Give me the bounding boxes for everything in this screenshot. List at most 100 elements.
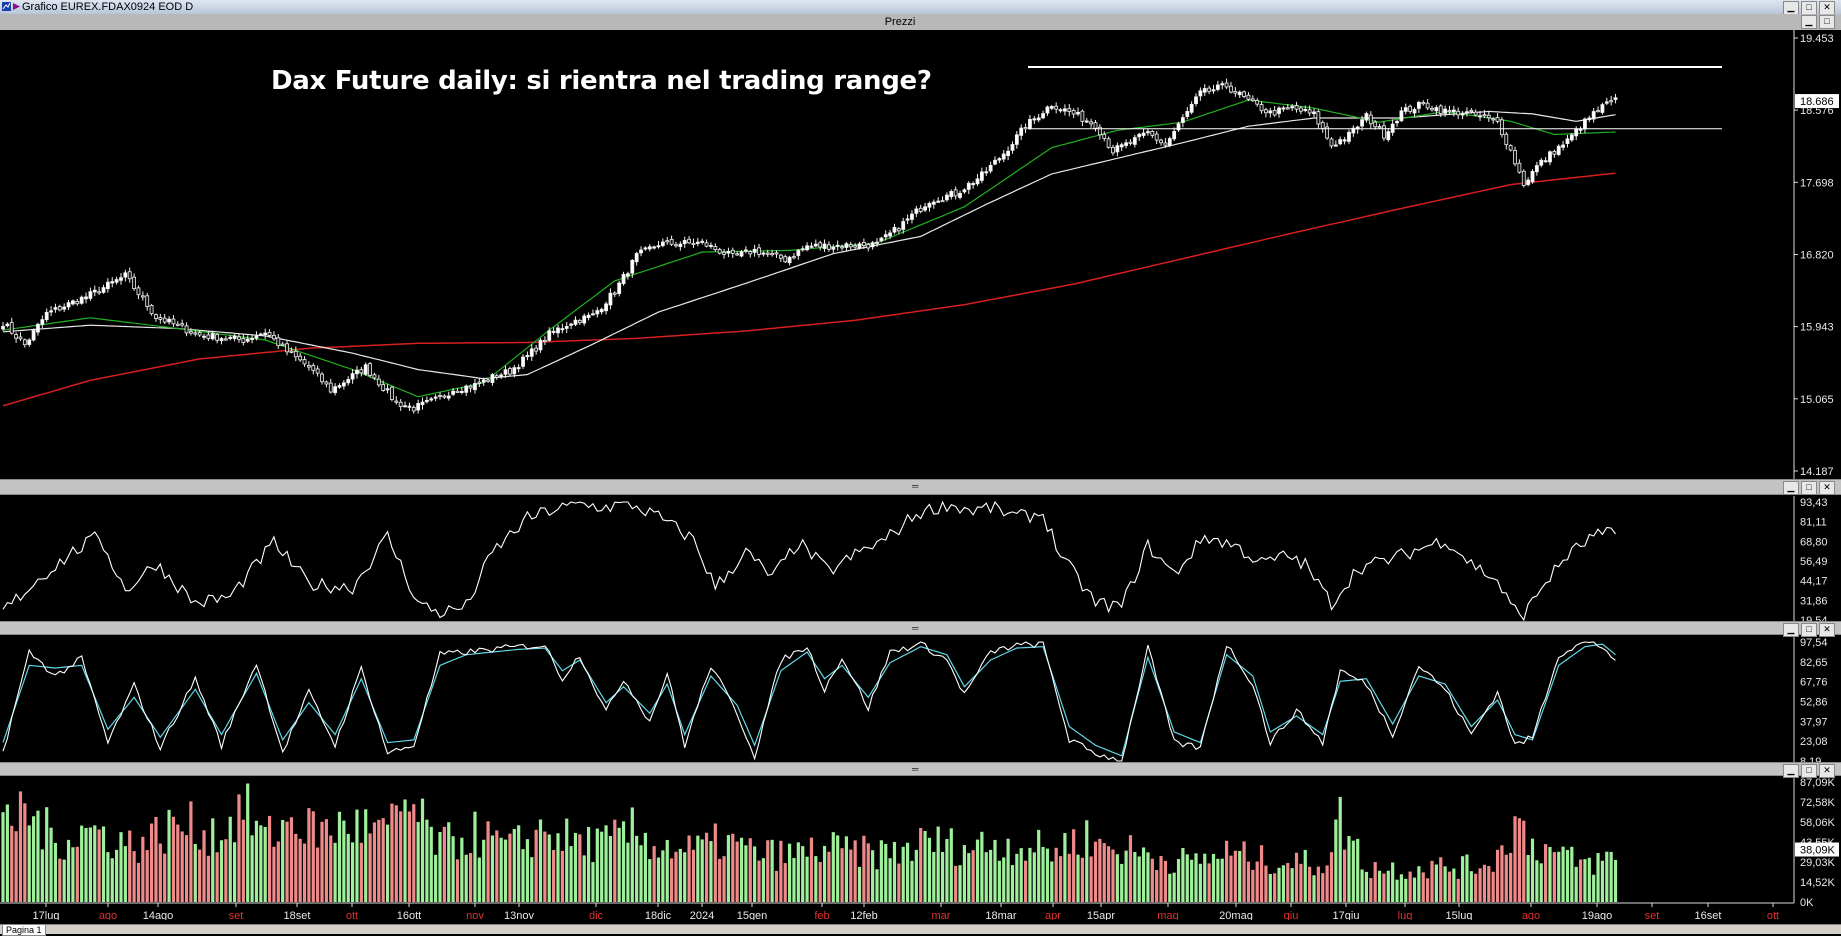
stoch-close-button[interactable]: ✕ <box>1819 623 1835 637</box>
volume-bar <box>1364 871 1369 902</box>
volume-bar <box>1474 873 1478 902</box>
volume-bar <box>263 826 267 902</box>
pane-separator-rsi[interactable]: ═ ▁ □ ✕ <box>0 479 1841 495</box>
volume-maximize-button[interactable]: □ <box>1801 764 1817 778</box>
candle <box>752 244 757 257</box>
volume-bar <box>525 839 529 902</box>
candle <box>1495 113 1500 124</box>
candle-body <box>827 244 831 250</box>
window-titlebar: Grafico EUREX.FDAX0924 EOD D ▁ □ ✕ <box>0 0 1841 15</box>
candle <box>1019 124 1024 141</box>
volume-bar <box>1351 840 1355 902</box>
candle <box>630 259 635 278</box>
candle-body <box>560 328 565 331</box>
candle-body <box>787 256 792 264</box>
volume-bar <box>1570 846 1574 902</box>
candle-body <box>918 207 923 212</box>
date-tick-label: ott <box>346 910 358 920</box>
volume-bar <box>1605 851 1609 902</box>
volume-bar <box>993 839 997 902</box>
candle-body <box>1338 139 1343 145</box>
stoch-maximize-button[interactable]: □ <box>1801 623 1817 637</box>
pane-minimize-button[interactable]: ▁ <box>1801 15 1817 29</box>
volume-bar <box>228 816 232 902</box>
candle-body <box>892 227 897 233</box>
volume-bar <box>1246 861 1251 902</box>
candle <box>595 307 600 318</box>
pane-maximize-button[interactable]: □ <box>1819 15 1835 29</box>
candle-body <box>945 194 949 201</box>
volume-bar <box>683 852 687 902</box>
candle <box>704 239 709 248</box>
volume-bar <box>1491 871 1495 902</box>
volume-bar <box>1015 853 1019 902</box>
minimize-button[interactable]: ▁ <box>1783 1 1799 15</box>
candle <box>223 335 228 341</box>
candle <box>604 301 608 315</box>
candle-body <box>189 331 193 334</box>
candle-body <box>202 335 206 338</box>
candle <box>573 316 578 327</box>
candle <box>145 292 150 311</box>
candle-body <box>22 339 27 346</box>
candle-body <box>569 323 573 326</box>
volume-bar <box>1050 861 1054 902</box>
candle-body <box>341 382 346 387</box>
volume-bar <box>346 833 350 902</box>
candle <box>254 331 259 341</box>
volume-bar <box>53 842 58 902</box>
date-tick-label: 15apr <box>1087 910 1115 920</box>
volume-minimize-button[interactable]: ▁ <box>1783 764 1799 778</box>
date-tick-label: 19ago <box>1582 910 1613 920</box>
candle <box>1041 110 1045 120</box>
candle <box>468 384 473 393</box>
candle-body <box>656 245 661 248</box>
volume-bar <box>1460 856 1465 902</box>
rsi-minimize-button[interactable]: ▁ <box>1783 481 1799 495</box>
rsi-maximize-button[interactable]: □ <box>1801 481 1817 495</box>
candle-body <box>1556 145 1561 155</box>
volume-bar <box>604 825 608 902</box>
candle <box>1425 99 1430 111</box>
candle <box>1102 131 1107 142</box>
volume-bar <box>372 822 377 902</box>
volume-bar <box>1342 849 1347 902</box>
candle <box>473 378 477 394</box>
volume-bar <box>88 827 92 902</box>
volume-bar <box>482 839 486 902</box>
volume-bar <box>844 836 849 902</box>
volume-bar <box>621 821 626 902</box>
nav-arrow-icon[interactable] <box>12 2 21 11</box>
candle <box>311 363 316 375</box>
close-button[interactable]: ✕ <box>1819 1 1835 15</box>
pane-separator-stoch[interactable]: ═ ▁ □ ✕ <box>0 621 1841 637</box>
stoch-minimize-button[interactable]: ▁ <box>1783 623 1799 637</box>
candle <box>1508 144 1513 152</box>
candle <box>250 334 254 344</box>
page-tab[interactable]: Pagina 1 <box>2 924 46 936</box>
candle-body <box>1006 150 1010 156</box>
volume-bar <box>259 825 263 902</box>
candle <box>1176 121 1181 133</box>
candle-body <box>883 234 888 238</box>
volume-tick-label: 72,58K <box>1800 797 1836 809</box>
candle-body <box>451 390 456 395</box>
candle-body <box>1215 84 1220 90</box>
candle <box>508 366 512 377</box>
volume-bar <box>49 827 53 902</box>
candle-body <box>984 171 989 174</box>
candle <box>1281 105 1286 112</box>
candle-body <box>1591 111 1596 120</box>
candle <box>577 318 582 325</box>
pane-separator-volume[interactable]: ═ ▁ □ ✕ <box>0 762 1841 778</box>
candle-body <box>337 385 342 388</box>
volume-tick-label: 0K <box>1800 897 1814 909</box>
rsi-close-button[interactable]: ✕ <box>1819 481 1835 495</box>
volume-close-button[interactable]: ✕ <box>1819 764 1835 778</box>
candle-body <box>477 381 482 384</box>
candle <box>1233 87 1238 97</box>
maximize-button[interactable]: □ <box>1801 1 1817 15</box>
candle <box>442 394 447 399</box>
volume-bar <box>219 840 224 902</box>
candle <box>1084 117 1089 123</box>
